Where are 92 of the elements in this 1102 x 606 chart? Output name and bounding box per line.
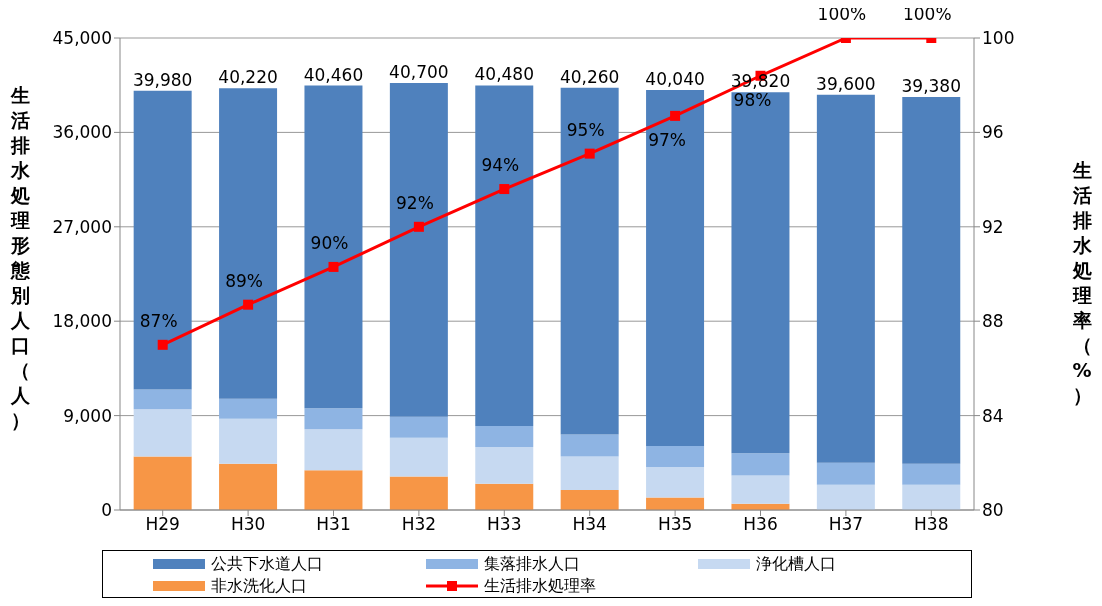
- y-tick-label: 9,000: [63, 405, 112, 426]
- bar: [902, 484, 961, 510]
- y2-tick-label: 100: [982, 28, 1015, 49]
- bar: [902, 463, 961, 485]
- bar: [389, 416, 448, 438]
- point: [499, 184, 510, 195]
- bar: [219, 463, 278, 510]
- y-tick-label: 0: [101, 500, 112, 521]
- y2-tick-label: 88: [982, 311, 1004, 332]
- x-tick-label: H32: [401, 514, 437, 535]
- data-label: 100%: [903, 4, 952, 24]
- bar: [560, 434, 619, 457]
- bar: [304, 470, 363, 510]
- x-tick-label: H38: [914, 514, 949, 535]
- y2-tick-label: 96: [982, 122, 1004, 143]
- point: [328, 261, 339, 272]
- bar: [475, 483, 534, 510]
- total-label: 40,260: [559, 66, 620, 87]
- y2-tick-label: 92: [982, 216, 1004, 237]
- x-tick-label: H36: [743, 514, 778, 535]
- y2-tick-label: 84: [982, 405, 1004, 426]
- point: [670, 110, 681, 121]
- point: [413, 221, 424, 232]
- data-label: 98%: [733, 89, 772, 110]
- total-label: 39,980: [132, 69, 193, 90]
- x-tick-label: H30: [230, 514, 266, 535]
- data-label: 97%: [648, 129, 686, 150]
- data-label: 92%: [396, 192, 434, 213]
- bar: [816, 484, 875, 510]
- bar: [304, 429, 363, 471]
- x-tick-label: H33: [487, 514, 522, 535]
- point: [584, 148, 595, 159]
- legend-label: 集落排水人口: [483, 553, 580, 575]
- data-label: 94%: [481, 155, 520, 176]
- bar: [475, 447, 534, 484]
- y-tick-label: 45,000: [52, 28, 112, 49]
- bar: [731, 92, 790, 454]
- x-tick-label: H34: [572, 514, 607, 535]
- bar: [646, 467, 705, 498]
- y2-tick-label: 80: [982, 500, 1004, 521]
- bar: [902, 96, 961, 464]
- legend-label: 生活排水処理率: [483, 575, 596, 597]
- bar: [646, 90, 705, 447]
- y-tick-label: 36,000: [52, 122, 112, 143]
- x-tick-label: H35: [657, 514, 693, 535]
- bar: [133, 389, 192, 410]
- x-tick-label: H29: [145, 514, 180, 535]
- total-label: 40,480: [474, 64, 535, 85]
- total-label: 39,600: [816, 73, 876, 94]
- bar: [475, 426, 534, 448]
- bar: [560, 87, 619, 435]
- bar: [646, 497, 705, 510]
- x-tick-label: H37: [828, 514, 864, 535]
- bar: [389, 83, 448, 417]
- bar: [304, 85, 363, 409]
- bar: [219, 398, 278, 419]
- y-tick-label: 27,000: [52, 216, 112, 237]
- bar: [560, 490, 619, 510]
- data-label: 90%: [310, 232, 349, 253]
- bar: [219, 418, 278, 464]
- data-label: 95%: [566, 119, 605, 140]
- point: [243, 299, 254, 310]
- total-label: 40,460: [303, 64, 364, 85]
- bar: [816, 462, 875, 485]
- total-label: 40,040: [645, 69, 705, 90]
- text: 生活排水処理率（%）: [1072, 159, 1092, 406]
- data-label: 89%: [225, 270, 263, 291]
- bar: [133, 409, 192, 457]
- total-label: 40,700: [389, 62, 449, 83]
- data-label: 100%: [817, 4, 867, 24]
- bar: [219, 88, 278, 399]
- point: [157, 339, 168, 350]
- bar: [646, 446, 705, 467]
- bar: [133, 90, 192, 390]
- bar: [389, 437, 448, 477]
- bar: [475, 85, 534, 427]
- bar: [731, 453, 790, 476]
- legend-label: 浄化槽人口: [756, 553, 837, 575]
- bar: [133, 456, 192, 510]
- bar: [816, 94, 875, 463]
- bar: [731, 475, 790, 504]
- bar: [304, 408, 363, 430]
- total-label: 39,380: [901, 75, 962, 96]
- legend-label: 非水洗化人口: [211, 575, 307, 597]
- bar: [389, 476, 448, 510]
- legend-label: 公共下水道人口: [211, 553, 323, 575]
- bar: [560, 456, 619, 491]
- data-label: 87%: [139, 310, 178, 331]
- total-label: 40,220: [218, 67, 278, 88]
- text: 生活排水処理形態別人口（人）: [10, 84, 30, 431]
- x-tick-label: H31: [316, 514, 351, 535]
- y-tick-label: 18,000: [52, 311, 112, 332]
